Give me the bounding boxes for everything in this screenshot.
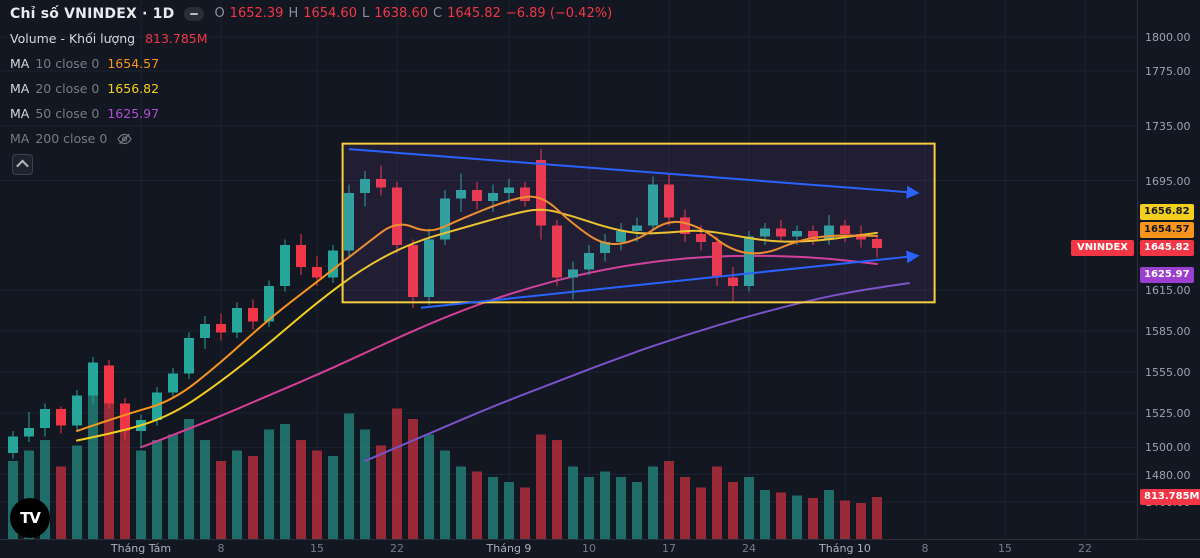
close-label: C bbox=[433, 6, 443, 21]
open-label: O bbox=[214, 6, 225, 21]
price-axis-label: 1775.00 bbox=[1145, 65, 1191, 79]
low-value: 1638.60 bbox=[374, 6, 428, 21]
ma20-params: 20 close 0 bbox=[35, 81, 100, 96]
time-axis-label: 22 bbox=[1078, 542, 1092, 555]
overlay-ma50-long[interactable] bbox=[364, 282, 910, 463]
overlay-ma10[interactable] bbox=[76, 195, 878, 432]
time-axis-label: 24 bbox=[742, 542, 756, 555]
time-axis-label: 8 bbox=[217, 542, 225, 555]
symbol-price-pill: VNINDEX bbox=[1070, 239, 1134, 256]
time-axis-label: Tháng 10 bbox=[819, 542, 871, 555]
trend-arrow-lower[interactable] bbox=[420, 250, 920, 309]
highlight-rectangle[interactable] bbox=[341, 142, 936, 304]
time-axis[interactable]: Tháng Tám 8 15 22 Tháng 9 10 17 24 Tháng 10 8 15 22 bbox=[0, 539, 1200, 558]
volume-value: 813.785M bbox=[145, 31, 208, 46]
ma20-legend-row[interactable]: MA 20 close 0 1656.82 bbox=[10, 81, 612, 96]
eye-off-icon[interactable] bbox=[117, 133, 132, 145]
price-tag-1625.97: 1625.97 bbox=[1140, 267, 1194, 283]
volume-label: Volume - Khối lượng bbox=[10, 31, 136, 46]
open-value: 1652.39 bbox=[229, 6, 284, 21]
time-axis-label: 8 bbox=[921, 542, 929, 555]
time-axis-label: 10 bbox=[582, 542, 596, 555]
price-axis-label: 1525.00 bbox=[1145, 407, 1191, 421]
price-tag-813.785M: 813.785M bbox=[1140, 489, 1200, 505]
symbol-title[interactable]: Chỉ số VNINDEX · 1D bbox=[10, 5, 175, 22]
time-axis-label: 15 bbox=[310, 542, 324, 555]
time-axis-label: 22 bbox=[390, 542, 404, 555]
price-axis-label: 1735.00 bbox=[1145, 119, 1191, 133]
ma20-value: 1656.82 bbox=[107, 81, 160, 96]
ma50-name: MA bbox=[10, 106, 30, 121]
time-axis-label: 17 bbox=[662, 542, 676, 555]
ma50-value: 1625.97 bbox=[107, 106, 160, 121]
price-axis[interactable]: 1800.00 1775.00 1735.00 1695.00 1615.00 1585.… bbox=[1137, 0, 1200, 540]
price-tag-1654.57: 1654.57 bbox=[1140, 221, 1194, 238]
ma200-params: 200 close 0 bbox=[35, 131, 108, 146]
time-axis-label: 15 bbox=[998, 542, 1012, 555]
candles-series[interactable] bbox=[8, 149, 882, 459]
price-axis-label: 1615.00 bbox=[1145, 284, 1191, 298]
price-tag-1656.82: 1656.82 bbox=[1140, 203, 1194, 220]
chevron-up-icon bbox=[16, 159, 29, 173]
high-label: H bbox=[288, 6, 299, 21]
time-axis-label: Tháng 9 bbox=[486, 542, 532, 555]
ma20-name: MA bbox=[10, 81, 30, 96]
ma10-value: 1654.57 bbox=[107, 56, 160, 71]
ma10-name: MA bbox=[10, 56, 30, 71]
price-axis-label: 1480.00 bbox=[1145, 468, 1191, 482]
low-label: L bbox=[361, 6, 370, 21]
trend-arrow-upper[interactable] bbox=[348, 148, 920, 199]
collapse-legend-button[interactable] bbox=[12, 154, 33, 175]
ma10-params: 10 close 0 bbox=[35, 56, 100, 71]
high-value: 1654.60 bbox=[303, 6, 357, 21]
volume-series bbox=[8, 366, 882, 540]
legend-more-button[interactable] bbox=[184, 6, 205, 21]
minus-icon bbox=[190, 12, 199, 15]
close-value: 1645.82 bbox=[447, 6, 501, 21]
price-axis-label: 1585.00 bbox=[1145, 325, 1191, 339]
ohlc-values: O 1652.39 H 1654.60 L 1638.60 C 1645.82 −6.8… bbox=[214, 6, 612, 21]
ma50-params: 50 close 0 bbox=[35, 106, 100, 121]
ma50-legend-row[interactable]: MA 50 close 0 1625.97 bbox=[10, 106, 612, 121]
ma200-legend-row[interactable]: MA 200 close 0 bbox=[10, 131, 612, 146]
ma200-name: MA bbox=[10, 131, 30, 146]
time-axis-label: Tháng Tám bbox=[110, 542, 172, 555]
ma10-legend-row[interactable]: MA 10 close 0 1654.57 bbox=[10, 56, 612, 71]
volume-legend-row[interactable]: Volume - Khối lượng 813.785M bbox=[10, 31, 612, 46]
tradingview-logo[interactable]: TV bbox=[10, 498, 50, 538]
price-tag-1645.82: 1645.82 bbox=[1140, 239, 1194, 256]
price-axis-label: 1695.00 bbox=[1145, 174, 1191, 188]
price-axis-label: 1500.00 bbox=[1145, 441, 1191, 455]
price-axis-label: 1800.00 bbox=[1145, 30, 1191, 44]
overlay-ma20[interactable] bbox=[76, 208, 878, 442]
tradingview-logo-text: TV bbox=[20, 509, 41, 527]
change-value: −6.89 (−0.42%) bbox=[505, 6, 613, 21]
price-axis-label: 1555.00 bbox=[1145, 366, 1191, 380]
